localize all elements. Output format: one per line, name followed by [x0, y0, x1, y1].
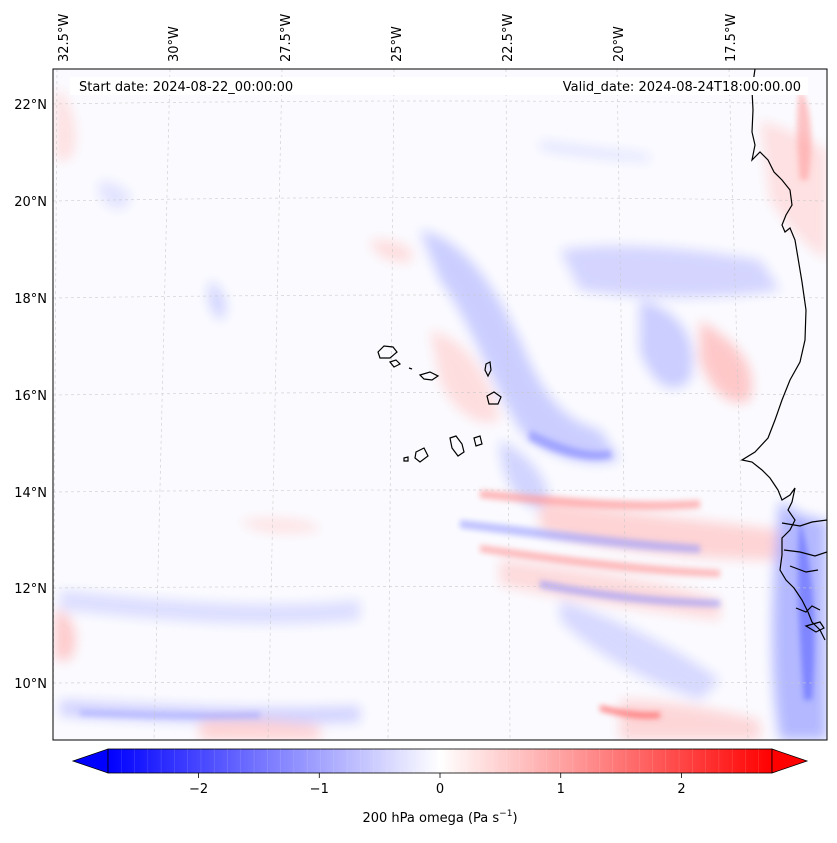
valid-date-label: Valid_date: 2024-08-24T18:00:00.00: [563, 80, 801, 95]
lon-label: 25°W: [390, 26, 405, 62]
lat-label: 14°N: [14, 486, 47, 501]
colorbar-extend-min: [71, 748, 109, 774]
lat-label: 12°N: [14, 582, 47, 597]
map-background: [53, 69, 827, 740]
colorbar-tick-label: −2: [189, 782, 208, 797]
longitude-labels: 32.5°W 30°W 27.5°W 25°W 22.5°W 20°W 17.5…: [57, 14, 739, 62]
graticule: [53, 69, 827, 740]
coastlines: [377, 69, 827, 641]
start-date-label: Start date: 2024-08-22_00:00:00: [79, 80, 293, 95]
island-boa-vista: [486, 391, 502, 405]
colorbar-ticks: −2 −1 0 1 2: [189, 773, 686, 797]
island-brava: [403, 456, 409, 462]
lat-label: 20°N: [14, 195, 47, 210]
colorbar-level-lines: [120, 749, 760, 773]
lat-label: 22°N: [14, 98, 47, 113]
colorbar-tick-label: 1: [557, 782, 565, 797]
lon-label: 20°W: [612, 26, 627, 62]
lon-label: 32.5°W: [57, 14, 72, 62]
colorbar-tick-label: 2: [677, 782, 685, 797]
lat-label: 16°N: [14, 389, 47, 404]
lon-label: 27.5°W: [279, 14, 294, 62]
island-fogo: [414, 447, 429, 463]
date-header-band: [70, 77, 808, 95]
latitude-labels: 22°N 20°N 18°N 16°N 14°N 12°N 10°N: [14, 98, 47, 692]
colorbar-tick-label: −1: [310, 782, 329, 797]
island-santiago: [449, 435, 465, 457]
lon-label: 17.5°W: [724, 14, 739, 62]
lon-label: 22.5°W: [501, 14, 516, 62]
omega-field: [55, 90, 827, 740]
colorbar-body: [107, 748, 773, 774]
africa-coastline: [740, 69, 826, 641]
island-sal: [484, 361, 492, 378]
map-panel: Start date: 2024-08-22_00:00:00 Valid_da…: [52, 68, 828, 741]
colorbar: −2 −1 0 1 2 200 hPa omega (Pa s−1): [71, 748, 809, 826]
colorbar-tick-label: 0: [436, 782, 444, 797]
island-sao-vicente: [388, 359, 402, 368]
map-frame: [52, 68, 828, 741]
island-maio: [473, 435, 483, 447]
lat-label: 10°N: [14, 677, 47, 692]
lon-label: 30°W: [167, 26, 182, 62]
colorbar-label: 200 hPa omega (Pa s−1): [362, 809, 517, 826]
island-sao-nicolau: [418, 371, 440, 381]
island-santo-antao: [377, 345, 398, 359]
lat-label: 18°N: [14, 292, 47, 307]
colorbar-extend-max: [771, 748, 809, 774]
